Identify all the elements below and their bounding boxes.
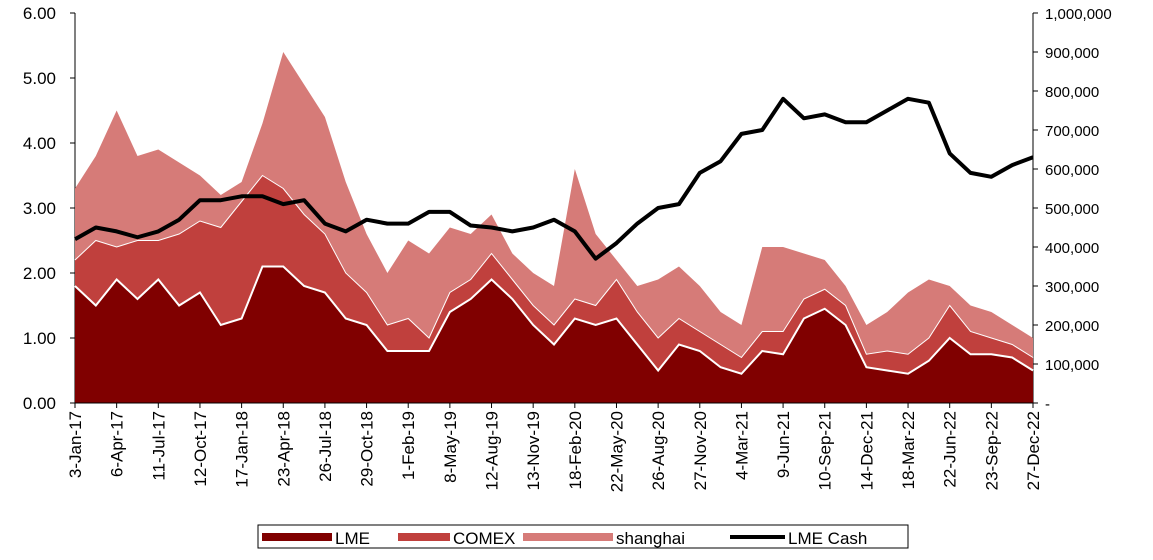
y-tick-label: 4.00 xyxy=(23,134,56,153)
x-tick-label: 1-Feb-19 xyxy=(399,411,418,480)
x-tick-label: 12-Aug-19 xyxy=(483,411,502,490)
legend-swatch xyxy=(262,533,332,541)
x-tick-label: 26-Aug-20 xyxy=(649,411,668,490)
y2-tick-label: 800,000 xyxy=(1045,84,1099,101)
y-tick-label: 5.00 xyxy=(23,69,56,88)
legend-swatch xyxy=(523,533,613,541)
x-tick-label: 22-Jun-22 xyxy=(941,411,960,488)
x-tick-label: 3-Jan-17 xyxy=(66,411,85,478)
x-tick-label: 27-Nov-20 xyxy=(691,411,710,490)
area xyxy=(75,175,1033,374)
x-tick-label: 22-May-20 xyxy=(607,411,626,492)
x-tick-label: 27-Dec-22 xyxy=(1024,411,1043,490)
legend-label: shanghai xyxy=(616,529,685,548)
y2-tick-label: 200,000 xyxy=(1045,318,1099,335)
y2-tick-label: 700,000 xyxy=(1045,123,1099,140)
line xyxy=(74,96,1034,261)
y2-tick-label: 400,000 xyxy=(1045,240,1099,257)
x-tick-label: 26-Jul-18 xyxy=(316,411,335,482)
x-tick-label: 17-Jan-18 xyxy=(233,411,252,488)
y-tick-label: 3.00 xyxy=(23,199,56,218)
area xyxy=(75,52,1033,358)
y-tick-label: 0.00 xyxy=(23,394,56,413)
x-tick-label: 11-Jul-17 xyxy=(149,411,168,481)
y2-tick-label: 600,000 xyxy=(1045,162,1099,179)
separator-line xyxy=(74,265,1034,375)
legend-box xyxy=(257,524,909,549)
y2-tick-label: 100,000 xyxy=(1045,357,1099,374)
y2-tick-label: 1,000,000 xyxy=(1045,6,1112,23)
y-tick-label: 1.00 xyxy=(23,329,56,348)
x-tick-label: 29-Oct-18 xyxy=(358,411,377,487)
legend-swatch xyxy=(398,533,450,541)
x-tick-label: 18-Feb-20 xyxy=(566,411,585,489)
x-tick-label: 14-Dec-21 xyxy=(857,411,876,490)
y-tick-label: 2.00 xyxy=(23,264,56,283)
x-tick-label: 23-Apr-18 xyxy=(274,411,293,487)
x-tick-label: 10-Sep-21 xyxy=(816,411,835,490)
x-tick-label: 9-Jun-21 xyxy=(774,411,793,478)
separator-line xyxy=(74,174,1034,359)
y2-tick-label: 500,000 xyxy=(1045,201,1099,218)
x-tick-label: 4-Mar-21 xyxy=(732,411,751,480)
x-tick-label: 23-Sep-22 xyxy=(982,411,1001,490)
x-tick-label: 8-May-19 xyxy=(441,411,460,483)
legend-label: COMEX xyxy=(453,529,515,548)
y2-tick-label: 300,000 xyxy=(1045,279,1099,296)
x-tick-label: 12-Oct-17 xyxy=(191,411,210,487)
y2-tick-label: - xyxy=(1045,396,1050,413)
x-tick-label: 13-Nov-19 xyxy=(524,411,543,490)
legend-label: LME xyxy=(335,529,370,548)
legend-label: LME Cash xyxy=(788,529,867,548)
x-tick-label: 18-Mar-22 xyxy=(899,411,918,489)
area xyxy=(75,266,1033,403)
y-tick-label: 6.00 xyxy=(23,4,56,23)
y2-tick-label: 900,000 xyxy=(1045,45,1099,62)
x-tick-label: 6-Apr-17 xyxy=(108,411,127,477)
